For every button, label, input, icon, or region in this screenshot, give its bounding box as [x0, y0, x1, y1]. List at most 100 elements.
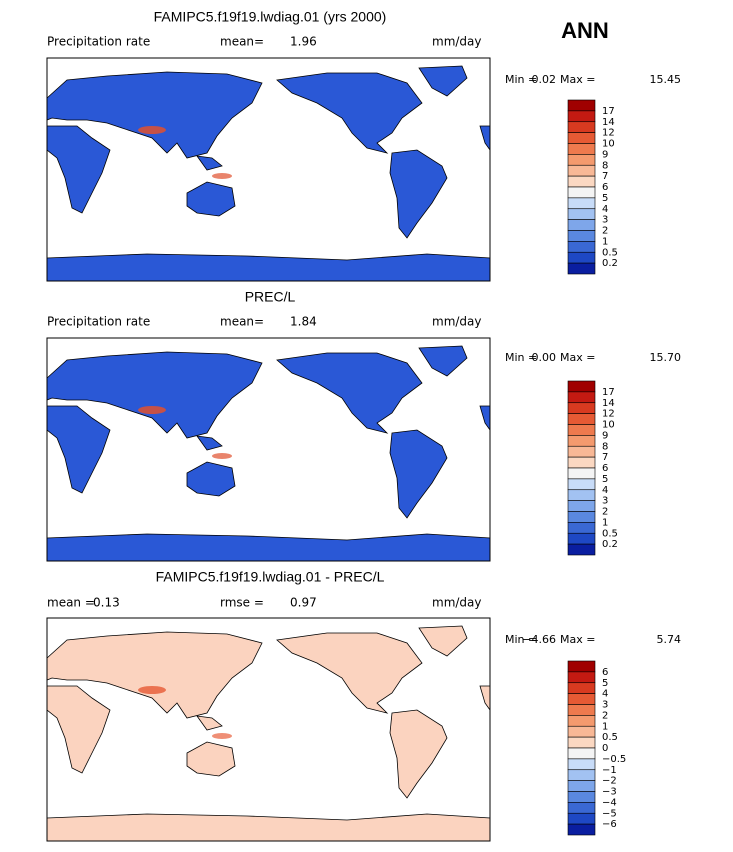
- colorbar-label: 17: [602, 106, 615, 117]
- colorbar-box: [567, 769, 596, 781]
- map: [46, 57, 491, 282]
- colorbar-box: [567, 143, 596, 155]
- colorbar-box: [567, 197, 596, 210]
- colorbar-box: [567, 391, 596, 404]
- panel-header: mean=: [220, 35, 264, 49]
- colorbar-box: [567, 175, 596, 188]
- precip-feature: [212, 453, 232, 459]
- panel-header: 0.97: [290, 596, 317, 610]
- panel-header: rmse =: [220, 596, 264, 610]
- colorbar-label: 0.5: [602, 528, 618, 539]
- colorbar-box: [567, 208, 596, 220]
- precip-feature: [138, 126, 166, 134]
- max-label: Max =: [560, 73, 595, 86]
- colorbar-label: 6: [602, 463, 608, 474]
- panel-header: mm/day: [432, 315, 482, 329]
- colorbar-box: [567, 99, 596, 112]
- panel-header: mm/day: [432, 35, 482, 49]
- colorbar-label: 3: [602, 700, 608, 711]
- colorbar-box: [567, 511, 596, 523]
- max-value: 5.74: [657, 633, 682, 646]
- colorbar-box: [567, 251, 596, 264]
- colorbar-box: [567, 186, 596, 199]
- colorbar-label: 7: [602, 171, 608, 182]
- colorbar-box: [567, 219, 596, 231]
- colorbar-label: −3: [602, 787, 617, 798]
- colorbar-box: [567, 671, 596, 684]
- colorbar-box: [567, 780, 596, 792]
- map-frame: [46, 57, 491, 282]
- colorbar-box: [567, 456, 596, 469]
- colorbar-box: [567, 747, 596, 760]
- colorbar-label: 12: [602, 409, 615, 420]
- colorbar-label: 6: [602, 667, 608, 678]
- colorbar-label: 5: [602, 474, 608, 485]
- colorbar-box: [567, 435, 596, 447]
- precip-feature: [212, 733, 232, 739]
- colorbar-box: [567, 522, 596, 534]
- colorbar-box: [567, 445, 596, 458]
- colorbar-label: 2: [602, 710, 608, 721]
- colorbar-label: 1: [602, 236, 608, 247]
- colorbar-box: [567, 241, 596, 253]
- min-label: Min =: [505, 73, 537, 86]
- colorbar-label: 5: [602, 678, 608, 689]
- colorbar-label: 12: [602, 128, 615, 139]
- colorbar-label: 6: [602, 182, 608, 193]
- colorbar-box: [567, 532, 596, 545]
- colorbar-label: −5: [602, 808, 617, 819]
- colorbar-box: [567, 812, 596, 825]
- colorbar-label: 0.5: [602, 247, 618, 258]
- colorbar-label: 4: [602, 204, 608, 215]
- colorbar-label: 0.5: [602, 732, 618, 743]
- colorbar-label: 14: [602, 398, 615, 409]
- colorbar-label: 2: [602, 507, 608, 518]
- colorbar-box: [567, 543, 596, 556]
- map: [46, 617, 491, 842]
- colorbar-label: 8: [602, 160, 608, 171]
- panel-title: FAMIPC5.f19f19.lwdiag.01 (yrs 2000): [154, 9, 387, 25]
- panel-header: Precipitation rate: [47, 315, 150, 329]
- max-label: Max =: [560, 351, 595, 364]
- max-value: 15.45: [650, 73, 682, 86]
- colorbar-box: [567, 693, 596, 705]
- colorbar-label: 17: [602, 387, 615, 398]
- colorbar-box: [567, 164, 596, 177]
- precip-feature: [138, 686, 166, 694]
- season-label: ANN: [561, 18, 609, 43]
- colorbar-box: [567, 704, 596, 716]
- colorbar-label: 8: [602, 441, 608, 452]
- colorbar-label: 4: [602, 689, 608, 700]
- colorbar-box: [567, 682, 596, 694]
- colorbar-box: [567, 758, 596, 771]
- map-frame: [46, 617, 491, 842]
- colorbar-label: −4: [602, 797, 617, 808]
- colorbar-box: [567, 154, 596, 166]
- min-label: Min =: [505, 351, 537, 364]
- colorbar-label: 3: [602, 215, 608, 226]
- min-value: −4.66: [522, 633, 556, 646]
- map-frame: [46, 337, 491, 562]
- colorbar-box: [567, 467, 596, 480]
- colorbar-label: 0.2: [602, 258, 618, 269]
- precip-feature: [212, 173, 232, 179]
- precip-feature: [138, 406, 166, 414]
- colorbar-box: [567, 413, 596, 425]
- colorbar-label: 9: [602, 149, 608, 160]
- colorbar-label: 4: [602, 485, 608, 496]
- colorbar-label: 14: [602, 117, 615, 128]
- colorbar-label: −2: [602, 776, 617, 787]
- map: [46, 337, 491, 562]
- colorbar-box: [567, 132, 596, 144]
- min-value: 0.00: [532, 351, 557, 364]
- colorbar-box: [567, 823, 596, 836]
- max-label: Max =: [560, 633, 595, 646]
- colorbar-label: 10: [602, 139, 615, 150]
- colorbar-label: 5: [602, 193, 608, 204]
- colorbar-box: [567, 121, 596, 133]
- colorbar-box: [567, 262, 596, 275]
- colorbar-box: [567, 725, 596, 738]
- colorbar-box: [567, 660, 596, 673]
